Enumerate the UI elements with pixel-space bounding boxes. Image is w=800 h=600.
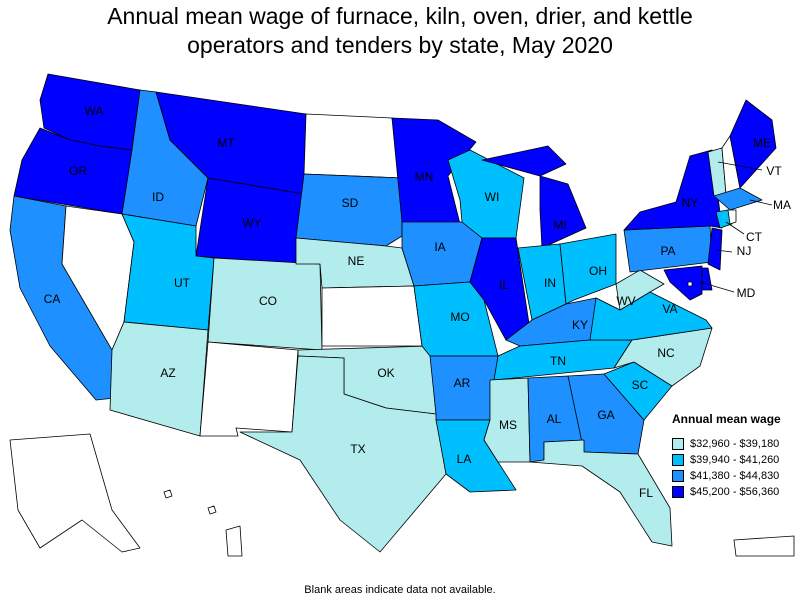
state-label-mi: MI (553, 218, 566, 232)
legend-label: $45,200 - $56,360 (690, 486, 780, 498)
state-label-sd: SD (342, 196, 359, 210)
state-hi (163, 489, 243, 557)
state-label-tn: TN (550, 354, 566, 368)
state-nm (199, 341, 299, 437)
state-label-vt: VT (766, 164, 782, 178)
state-label-id: ID (152, 190, 164, 204)
leader-line (715, 249, 733, 253)
state-tx (239, 355, 447, 553)
state-ut (121, 213, 215, 331)
state-dc (687, 281, 693, 287)
state-label-mn: MN (415, 170, 434, 184)
state-ma (713, 187, 763, 211)
legend-label: $32,960 - $39,180 (690, 438, 780, 450)
state-label-ia: IA (434, 240, 445, 254)
state-label-ms: MS (499, 418, 517, 432)
state-label-nj: NJ (737, 244, 752, 258)
state-label-md: MD (737, 286, 756, 300)
state-label-sc: SC (632, 378, 649, 392)
state-label-la: LA (457, 452, 472, 466)
state-label-wi: WI (485, 190, 500, 204)
state-label-or: OR (69, 164, 87, 178)
state-ri (727, 209, 737, 225)
state-label-me: ME (753, 136, 771, 150)
state-label-ne: NE (348, 254, 365, 268)
state-az (109, 321, 209, 437)
state-label-in: IN (544, 276, 556, 290)
state-label-ma: MA (773, 198, 791, 212)
map-title: Annual mean wage of furnace, kiln, oven,… (0, 2, 800, 60)
legend-item: $39,940 - $41,260 (672, 452, 800, 468)
title-line-2: operators and tenders by state, May 2020 (187, 32, 613, 58)
legend-item: $41,380 - $44,830 (672, 468, 800, 484)
legend-label: $39,940 - $41,260 (690, 454, 780, 466)
state-label-oh: OH (589, 264, 607, 278)
state-ny (623, 149, 723, 231)
leader-line (749, 199, 773, 206)
state-sd (295, 173, 403, 247)
state-label-ct: CT (746, 230, 763, 244)
legend-item: $45,200 - $56,360 (672, 484, 800, 500)
state-label-mt: MT (217, 136, 235, 150)
legend-swatch (672, 454, 684, 466)
state-label-tx: TX (350, 442, 365, 456)
state-fl (529, 439, 673, 547)
legend-label: $41,380 - $44,830 (690, 470, 780, 482)
state-ga (567, 373, 645, 455)
title-line-1: Annual mean wage of furnace, kiln, oven,… (107, 3, 693, 29)
legend-swatch (672, 438, 684, 450)
state-label-co: CO (259, 294, 277, 308)
state-label-ar: AR (454, 376, 471, 390)
state-oh (559, 233, 617, 305)
state-ks (321, 285, 423, 347)
state-md (663, 265, 703, 301)
state-label-wa: WA (85, 104, 104, 118)
legend-title: Annual mean wage (672, 412, 781, 426)
state-nd (303, 113, 403, 179)
state-label-ny: NY (682, 196, 699, 210)
state-ak (9, 433, 141, 553)
state-label-il: IL (499, 278, 509, 292)
legend-swatch (672, 470, 684, 482)
state-de (701, 267, 713, 291)
legend-swatch (672, 486, 684, 498)
state-label-ut: UT (174, 276, 191, 290)
state-label-ga: GA (597, 408, 614, 422)
state-label-az: AZ (160, 366, 175, 380)
state-label-va: VA (662, 302, 677, 316)
state-label-nc: NC (657, 346, 675, 360)
state-label-wv: WV (616, 294, 635, 308)
state-pr (733, 535, 795, 557)
state-wv (615, 269, 665, 311)
state-label-al: AL (547, 412, 562, 426)
leader-line (699, 281, 735, 293)
state-label-wy: WY (242, 216, 261, 230)
leader-line (717, 161, 763, 171)
footnote: Blank areas indicate data not available. (304, 584, 496, 596)
state-label-ok: OK (377, 366, 394, 380)
state-label-pa: PA (660, 244, 675, 258)
legend-item: $32,960 - $39,180 (672, 436, 800, 452)
leader-line (725, 221, 745, 235)
state-label-mo: MO (450, 310, 469, 324)
state-mi (481, 145, 587, 249)
legend: Annual mean wage $32,960 - $39,180 $39,9… (672, 412, 800, 500)
state-nj (707, 227, 723, 271)
state-label-ky: KY (572, 318, 588, 332)
state-label-fl: FL (639, 486, 653, 500)
state-label-ca: CA (44, 292, 61, 306)
